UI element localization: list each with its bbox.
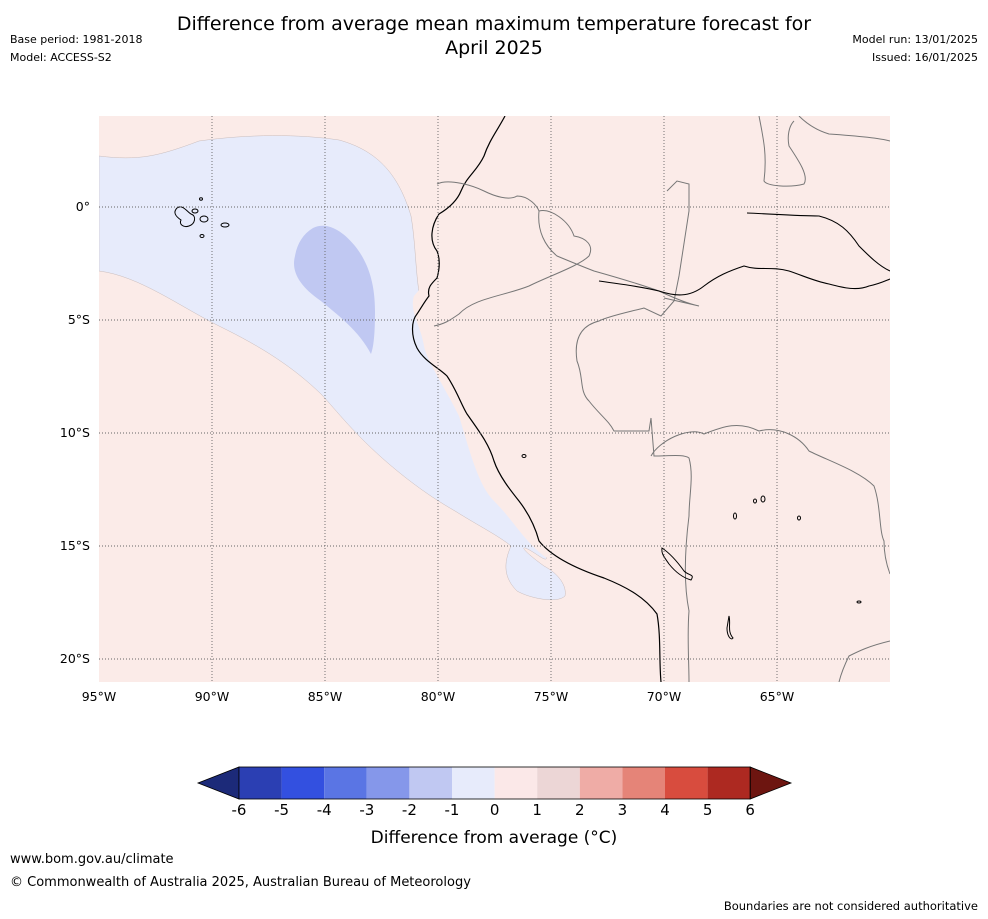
colorbar-tick: 2 <box>575 801 585 819</box>
country-borders <box>433 116 890 682</box>
colorbar-tick: -6 <box>231 801 247 819</box>
colorbar-swatch-11 <box>665 767 708 799</box>
coastline <box>411 116 662 682</box>
colorbar-swatch-4 <box>366 767 410 799</box>
lon-label-80w: 80°W <box>420 689 456 704</box>
chart-title: Difference from average mean maximum tem… <box>0 12 988 60</box>
colorbar-tick: 4 <box>660 801 670 819</box>
title-line-1: Difference from average mean maximum tem… <box>176 13 812 35</box>
colorbar-swatch-9 <box>579 767 623 799</box>
issued-date: Issued: 16/01/2025 <box>871 51 978 64</box>
model-name: Model: ACCESS-S2 <box>10 51 112 64</box>
anomaly-region-minus-2 <box>294 225 375 354</box>
amazon-river <box>598 212 890 296</box>
colorbar-tick: 1 <box>532 801 542 819</box>
colorbar-tick: -5 <box>274 801 290 819</box>
colorbar-swatch-2 <box>281 767 325 799</box>
anomaly-region-minus-1 <box>99 135 566 601</box>
colorbar-tick: -2 <box>401 801 417 819</box>
lakes <box>521 454 862 640</box>
colorbar-tick: 5 <box>702 801 713 819</box>
colorbar-label: Difference from average (°C) <box>370 828 618 848</box>
lon-label-75w: 75°W <box>533 689 569 704</box>
meta-right: Model run: 13/01/2025 Issued: 16/01/2025 <box>852 31 978 67</box>
colorbar-tick: -1 <box>444 801 460 819</box>
land-mass <box>412 116 890 682</box>
lat-label-0: 0° <box>75 199 90 214</box>
colorbar-swatch-6 <box>452 767 495 799</box>
colorbar-frame <box>238 766 751 800</box>
colorbar-tick: 0 <box>489 801 500 819</box>
base-period: Base period: 1981-2018 <box>10 33 143 46</box>
lon-label-90w: 90°W <box>194 689 230 704</box>
lon-label-95w: 95°W <box>81 689 117 704</box>
colorbar <box>196 766 793 800</box>
colorbar-swatch-10 <box>622 767 665 799</box>
meta-left: Base period: 1981-2018 Model: ACCESS-S2 <box>10 31 142 67</box>
copyright-notice: © Commonwealth of Australia 2025, Austra… <box>10 875 471 890</box>
lat-label-10s: 10°S <box>59 425 90 440</box>
lat-label-20s: 20°S <box>59 651 90 666</box>
lat-label-5s: 5°S <box>67 312 90 327</box>
colorbar-swatch-1 <box>239 767 282 799</box>
lon-label-65w: 65°W <box>759 689 795 704</box>
colorbar-swatch-3 <box>324 767 367 799</box>
title-line-2: April 2025 <box>445 37 543 59</box>
lon-label-85w: 85°W <box>307 689 343 704</box>
colorbar-tick: -4 <box>316 801 332 819</box>
colorbar-tick: 6 <box>745 801 755 819</box>
model-run: Model run: 13/01/2025 <box>852 33 978 46</box>
website-link[interactable]: www.bom.gov.au/climate <box>10 852 174 867</box>
anomaly-map <box>99 116 890 682</box>
lon-label-70w: 70°W <box>646 689 682 704</box>
colorbar-extend-high <box>749 766 793 800</box>
colorbar-swatch-8 <box>537 767 580 799</box>
colorbar-tick: -3 <box>359 801 375 819</box>
galapagos-islands <box>174 197 230 238</box>
colorbar-tick: 3 <box>617 801 628 819</box>
map-gridlines <box>99 116 890 682</box>
colorbar-swatch-5 <box>409 767 452 799</box>
boundary-disclaimer: Boundaries are not considered authoritat… <box>723 899 978 913</box>
colorbar-extend-low <box>196 766 240 800</box>
colorbar-swatch-12 <box>707 767 751 799</box>
colorbar-swatch-7 <box>494 767 538 799</box>
lat-label-15s: 15°S <box>59 538 90 553</box>
